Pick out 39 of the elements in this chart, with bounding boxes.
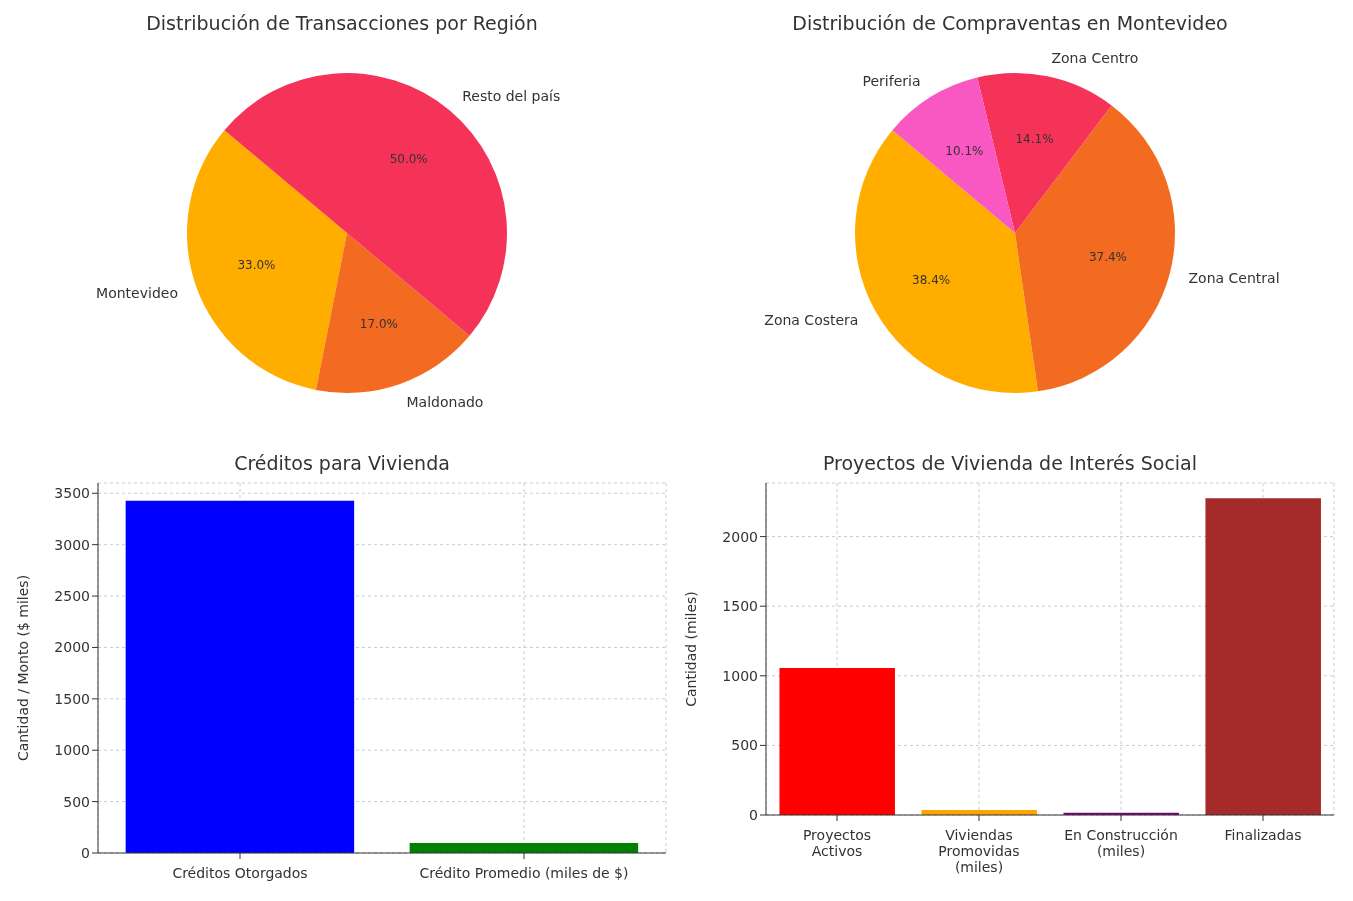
y-axis-title: Cantidad (miles)	[682, 591, 699, 707]
data-label: 33.0%	[237, 257, 276, 272]
chart-title: Créditos para Vivienda	[233, 451, 451, 476]
data-label: 14.1%	[1015, 132, 1054, 147]
data-label: 37.4%	[1088, 249, 1128, 264]
x-tick-label: Créditos Otorgados	[172, 865, 308, 882]
slice-label: Zona Central	[1188, 269, 1280, 286]
y-tick-label: 1500	[54, 690, 90, 707]
slice-label: Zona Centro	[1051, 49, 1139, 66]
y-tick-label: 2000	[722, 528, 758, 545]
chart-title: Distribución de Transacciones por Región	[145, 11, 539, 36]
y-tick-label: 500	[731, 737, 758, 754]
x-tick-label: En Construcción (miles)	[1064, 827, 1178, 860]
y-tick-label: 1500	[722, 598, 758, 615]
slice-label: Periferia	[862, 72, 921, 89]
y-tick-label: 1000	[54, 742, 90, 759]
y-tick-label: 3500	[54, 485, 90, 502]
data-label: 38.4%	[912, 272, 951, 287]
slice-label: Maldonado	[406, 394, 484, 411]
y-axis-title: Cantidad / Monto ($ miles)	[14, 574, 31, 762]
y-tick-label: 1000	[722, 667, 758, 684]
x-tick-label: Viviendas Promovidas (miles)	[938, 827, 1020, 876]
slice-label: Montevideo	[96, 284, 178, 301]
chart-title: Proyectos de Vivienda de Interés Social	[821, 451, 1199, 476]
y-tick-label: 0	[81, 844, 90, 861]
y-tick-label: 3000	[54, 536, 90, 553]
slice-label: Resto del país	[462, 87, 561, 104]
slice-label: Zona Costera	[764, 312, 859, 329]
x-tick-label: Crédito Promedio (miles de $)	[419, 865, 629, 882]
x-tick-label: Proyectos Activos	[802, 827, 872, 860]
y-tick-label: 2500	[54, 588, 90, 605]
chart-title: Distribución de Compraventas en Montevideo	[791, 11, 1229, 36]
y-tick-label: 500	[63, 793, 90, 810]
data-label: 17.0%	[359, 316, 398, 331]
y-tick-label: 2000	[54, 639, 90, 656]
data-label: 10.1%	[945, 144, 984, 159]
x-tick-label: Finalizadas	[1224, 827, 1302, 844]
data-label: 50.0%	[389, 152, 428, 167]
y-tick-label: 0	[749, 806, 758, 823]
